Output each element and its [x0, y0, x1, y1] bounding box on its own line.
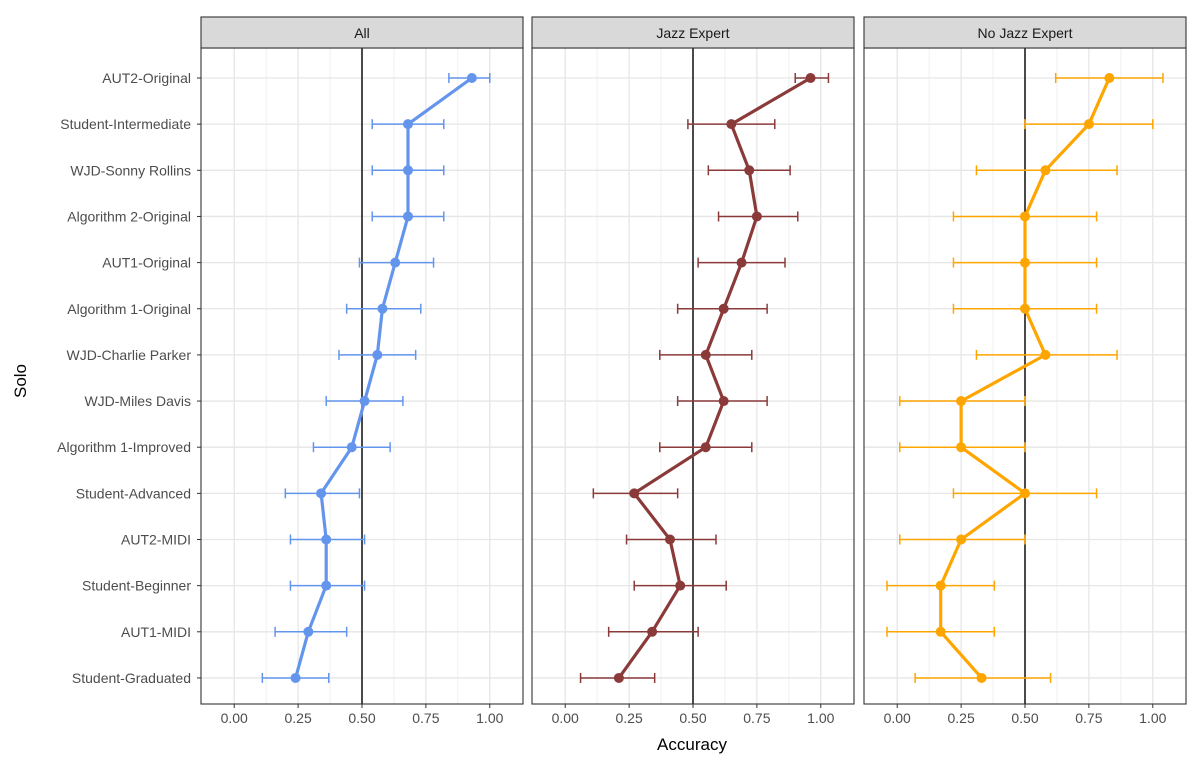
- data-point: [718, 303, 729, 314]
- x-tick-label: 0.50: [1011, 710, 1038, 726]
- data-point: [665, 534, 675, 545]
- y-tick-label: WJD-Charlie Parker: [67, 347, 192, 363]
- x-tick-label: 0.00: [552, 710, 579, 726]
- x-tick-label: 0.50: [348, 710, 375, 726]
- x-tick-label: 1.00: [1139, 710, 1166, 726]
- x-tick-label: 0.75: [412, 710, 439, 726]
- y-axis-title: Solo: [11, 364, 30, 398]
- series-line: [294, 76, 473, 679]
- data-point: [403, 165, 413, 176]
- data-point: [1104, 73, 1115, 83]
- y-tick-label: Algorithm 1-Improved: [57, 439, 191, 455]
- data-point: [935, 580, 946, 591]
- data-point: [629, 488, 640, 499]
- data-point: [1083, 119, 1094, 130]
- data-point: [700, 349, 711, 360]
- data-point: [956, 396, 967, 407]
- x-tick-label: 0.50: [679, 710, 706, 726]
- data-point: [1020, 488, 1030, 499]
- y-tick-label: AUT2-MIDI: [121, 532, 191, 548]
- y-tick-label: AUT2-Original: [102, 70, 191, 86]
- data-point: [1040, 349, 1051, 360]
- x-tick-label: 0.25: [947, 710, 974, 726]
- data-point: [935, 626, 946, 637]
- y-tick-label: AUT1-Original: [102, 255, 191, 271]
- data-point: [956, 534, 967, 545]
- data-point: [805, 73, 816, 83]
- data-point: [321, 534, 332, 545]
- data-point: [613, 672, 624, 683]
- data-point: [956, 442, 967, 453]
- facet-strip-label: No Jazz Expert: [978, 25, 1073, 41]
- data-point: [1020, 257, 1030, 268]
- y-tick-label: Student-Intermediate: [60, 116, 191, 132]
- data-point: [675, 580, 686, 591]
- data-point: [1020, 211, 1030, 222]
- x-tick-label: 1.00: [807, 710, 834, 726]
- facet-strip: [863, 16, 1187, 49]
- x-tick-label: 0.25: [615, 710, 642, 726]
- data-point: [403, 211, 413, 222]
- x-tick-label: 0.00: [884, 710, 911, 726]
- series-line: [939, 77, 1111, 679]
- data-point: [359, 396, 370, 407]
- y-tick-label: Student-Advanced: [76, 485, 191, 501]
- facet-strip: [531, 16, 855, 49]
- data-point: [751, 211, 762, 222]
- y-tick-label: WJD-Sonny Rollins: [70, 162, 191, 178]
- data-point: [744, 165, 755, 176]
- series-line: [617, 76, 812, 679]
- x-tick-label: 0.25: [284, 710, 311, 726]
- data-point: [321, 580, 332, 591]
- x-tick-label: 0.75: [743, 710, 770, 726]
- x-axis-title: Accuracy: [657, 735, 727, 754]
- data-point: [377, 303, 388, 314]
- data-point: [316, 488, 327, 499]
- y-tick-label: Student-Beginner: [82, 578, 191, 594]
- data-point: [976, 672, 987, 683]
- x-tick-label: 0.75: [1075, 710, 1102, 726]
- facet-strip-label: All: [354, 25, 370, 41]
- data-point: [346, 442, 357, 453]
- data-point: [303, 626, 314, 637]
- y-tick-label: WJD-Miles Davis: [84, 393, 191, 409]
- data-point: [700, 442, 711, 453]
- facet-strip-label: Jazz Expert: [656, 25, 729, 41]
- data-point: [1020, 303, 1030, 314]
- data-point: [647, 626, 658, 637]
- data-point: [466, 73, 477, 83]
- data-point: [372, 349, 383, 360]
- y-tick-label: Student-Graduated: [72, 670, 191, 686]
- data-point: [1040, 165, 1051, 176]
- data-point: [736, 257, 747, 268]
- x-tick-label: 0.00: [221, 710, 248, 726]
- data-point: [403, 119, 413, 130]
- data-point: [290, 672, 301, 683]
- y-tick-label: Algorithm 2-Original: [67, 208, 191, 224]
- x-tick-label: 1.00: [476, 710, 503, 726]
- data-point: [718, 396, 729, 407]
- data-point: [390, 257, 401, 268]
- y-tick-label: Algorithm 1-Original: [67, 301, 191, 317]
- data-point: [726, 119, 737, 130]
- y-tick-label: AUT1-MIDI: [121, 624, 191, 640]
- facet-strip: [200, 16, 524, 49]
